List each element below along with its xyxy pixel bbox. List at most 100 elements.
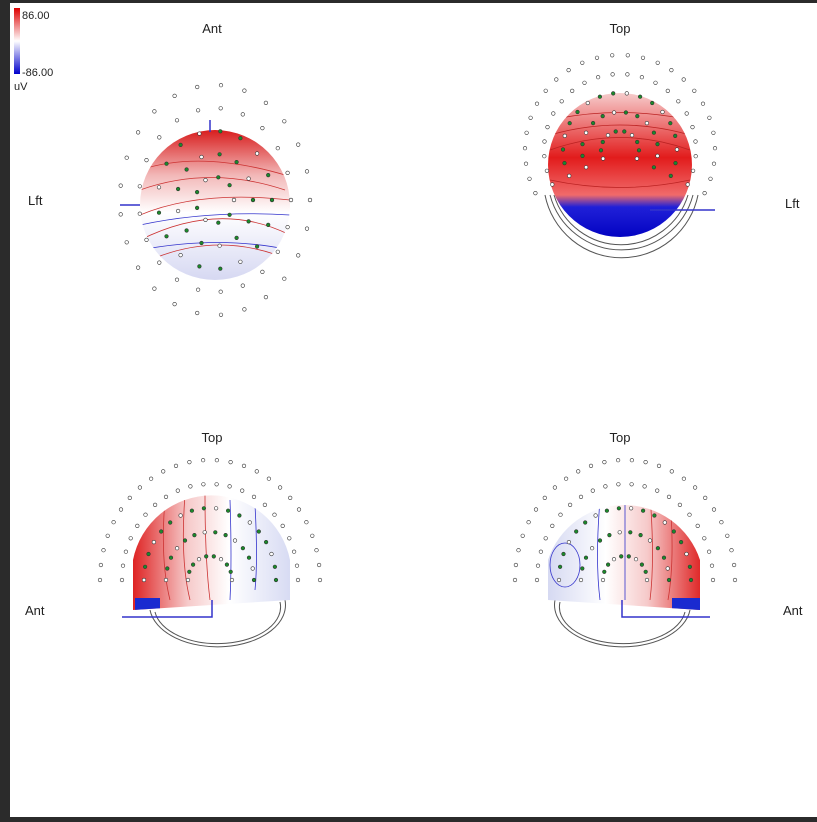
electrode bbox=[516, 548, 521, 553]
electrode bbox=[554, 77, 559, 82]
colorbar-max: 86.00 bbox=[22, 10, 50, 22]
electrode bbox=[655, 546, 661, 551]
electrode bbox=[251, 577, 257, 583]
electrode bbox=[563, 476, 569, 481]
electrode bbox=[590, 488, 595, 493]
electrode bbox=[238, 259, 243, 264]
electrode bbox=[247, 520, 252, 525]
electrode bbox=[690, 124, 695, 130]
electrode bbox=[202, 530, 207, 535]
electrode bbox=[123, 549, 128, 554]
electrode bbox=[196, 557, 202, 562]
electrode bbox=[216, 220, 221, 225]
electrode bbox=[163, 494, 169, 500]
electrode bbox=[552, 485, 558, 490]
electrode bbox=[692, 88, 697, 93]
electrode bbox=[602, 460, 607, 465]
electrode bbox=[137, 211, 142, 216]
electrode bbox=[562, 133, 567, 138]
electrode bbox=[214, 506, 219, 511]
electrode bbox=[729, 548, 734, 553]
electrode bbox=[580, 60, 585, 65]
electrode bbox=[593, 513, 598, 518]
electrode bbox=[542, 154, 547, 159]
electrode bbox=[203, 178, 208, 183]
electrode bbox=[607, 532, 612, 538]
electrode bbox=[597, 538, 603, 543]
electrode bbox=[674, 147, 680, 152]
electrode bbox=[676, 99, 681, 104]
electrode bbox=[700, 101, 706, 106]
electrode bbox=[156, 210, 162, 215]
electrode bbox=[217, 152, 222, 157]
electrode bbox=[628, 530, 633, 535]
electrode bbox=[214, 482, 219, 487]
electrode bbox=[706, 549, 712, 554]
electrode bbox=[551, 111, 556, 116]
electrode bbox=[595, 75, 601, 80]
electrode bbox=[232, 538, 238, 543]
electrode bbox=[195, 84, 200, 90]
electrode bbox=[227, 183, 232, 188]
electrode bbox=[719, 520, 724, 525]
electrode bbox=[687, 564, 693, 569]
electrode bbox=[246, 219, 251, 224]
electrode bbox=[567, 121, 572, 126]
electrode bbox=[195, 205, 200, 210]
electrode bbox=[174, 277, 180, 282]
electrode bbox=[661, 555, 667, 560]
view-label: Top bbox=[610, 21, 631, 36]
electrode bbox=[711, 507, 717, 512]
electrode bbox=[665, 566, 670, 571]
electrode bbox=[684, 551, 689, 557]
electrode bbox=[218, 312, 224, 317]
electrode bbox=[168, 520, 173, 525]
electrode bbox=[575, 109, 580, 115]
electrode bbox=[269, 551, 274, 557]
electrode bbox=[656, 463, 662, 469]
electrode bbox=[533, 507, 539, 512]
electrode bbox=[613, 129, 618, 134]
electrode bbox=[218, 289, 223, 294]
electrode bbox=[197, 131, 202, 136]
electrode bbox=[617, 530, 622, 535]
electrode bbox=[137, 485, 142, 490]
electrode bbox=[583, 555, 589, 560]
electrode bbox=[567, 502, 573, 508]
electrode bbox=[111, 520, 116, 525]
electrode bbox=[304, 226, 310, 231]
electrode bbox=[218, 106, 223, 111]
electrode bbox=[143, 512, 148, 517]
electrode bbox=[643, 569, 648, 574]
electrode bbox=[263, 100, 269, 105]
electrode bbox=[296, 253, 301, 258]
view-label: Lft bbox=[785, 196, 800, 211]
electrode bbox=[282, 119, 287, 124]
electrode bbox=[157, 260, 162, 265]
electrode bbox=[165, 566, 170, 571]
electrode bbox=[310, 533, 315, 538]
electrode bbox=[639, 562, 645, 567]
view-label: Ant bbox=[783, 603, 803, 618]
electrode bbox=[242, 307, 247, 312]
electrode bbox=[557, 564, 563, 569]
electrode bbox=[280, 523, 285, 529]
electrode bbox=[173, 463, 179, 469]
electrode bbox=[234, 235, 239, 240]
electrode bbox=[534, 577, 540, 583]
electrode bbox=[543, 536, 548, 541]
electrode bbox=[141, 577, 147, 583]
electrode bbox=[695, 523, 700, 529]
electrode bbox=[685, 182, 690, 187]
electrode bbox=[731, 562, 737, 568]
electrode bbox=[118, 507, 124, 512]
electrode bbox=[543, 88, 548, 93]
electrode bbox=[144, 158, 149, 163]
electrode bbox=[709, 563, 715, 568]
electrode bbox=[535, 563, 541, 568]
electrode bbox=[152, 109, 157, 114]
electrode bbox=[275, 249, 280, 254]
electrode bbox=[600, 156, 606, 161]
electrode bbox=[611, 91, 616, 96]
electrode bbox=[526, 520, 531, 525]
